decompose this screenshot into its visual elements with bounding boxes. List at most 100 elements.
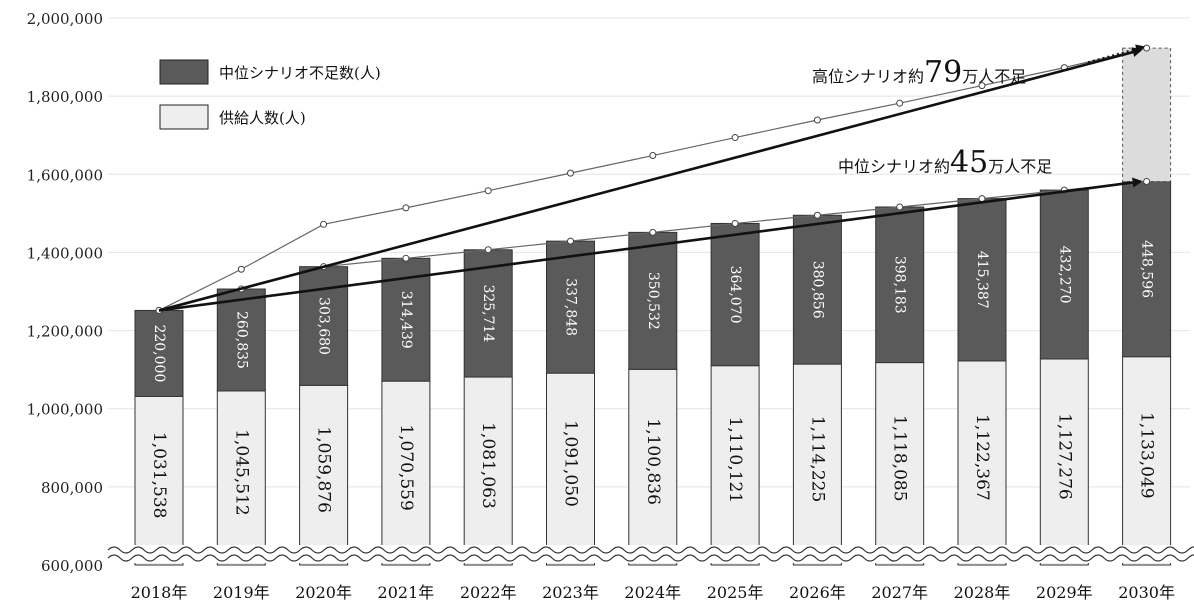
annotation-high-prefix: 高位シナリオ約: [812, 67, 924, 86]
gap-box: [1122, 47, 1172, 182]
bar-shortage: [628, 231, 678, 370]
high-scenario-point: [978, 82, 986, 90]
high-scenario-point: [731, 134, 739, 142]
bar-shortage: [381, 257, 431, 382]
mid-scenario-point: [484, 246, 492, 254]
bar-shortage-label: 303,680: [316, 297, 332, 355]
x-tick-label: 2020年: [295, 583, 352, 602]
axis-break-line-upper: [107, 546, 1194, 554]
bar-shortage: [792, 214, 842, 365]
y-axis: 600,000 800,000 1,000,000 1,200,000 1,400,00…: [27, 10, 103, 575]
bar-supply: [546, 372, 595, 566]
y-tick-label: 1,600,000: [27, 166, 103, 184]
x-tick-label: 2022年: [460, 583, 517, 602]
x-axis: 2018年 2019年 2020年 2021年 2022年 2023年 2024年 2025年…: [131, 583, 1175, 602]
bar-supply-label: 1,118,085: [890, 415, 910, 502]
bar-supply: [1122, 356, 1172, 566]
y-tick-label: 2,000,000: [27, 10, 103, 28]
bar-supply: [792, 363, 842, 566]
annotation-high: 高位シナリオ約79万人不足: [812, 55, 1026, 90]
bar-shortage: [216, 288, 266, 392]
mid-scenario-point: [1143, 177, 1151, 185]
bar-supply-label: 1,133,049: [1137, 412, 1157, 499]
bar-supply-label: 1,070,559: [396, 424, 416, 511]
bar-supply-label: 1,091,050: [561, 420, 581, 507]
annotation-mid-number: 45: [950, 145, 988, 180]
mid-scenario-point: [813, 211, 821, 219]
annotation-high-number: 79: [924, 55, 962, 90]
bar-shortage-label: 325,714: [480, 284, 496, 342]
y-tick-label: 1,200,000: [27, 323, 103, 341]
bar-shortage-label: 364,070: [727, 266, 743, 324]
y-tick-label: 1,800,000: [27, 88, 103, 106]
x-tick-label: 2029年: [1036, 583, 1093, 602]
x-tick-label: 2027年: [871, 583, 928, 602]
bar-shortage-label: 415,387: [974, 251, 990, 309]
bar-supply: [216, 390, 266, 566]
high-scenario-arrow: [158, 47, 1143, 312]
x-tick-label: 2019年: [213, 583, 270, 602]
bar-supply-label: 1,122,367: [972, 414, 992, 501]
bar-supply: [299, 384, 349, 566]
bar-shortage: [710, 222, 760, 367]
bar-shortage-label: 380,856: [809, 261, 825, 319]
bar-supply: [710, 365, 760, 566]
gap-region: [1122, 47, 1172, 182]
high-scenario-point: [484, 187, 492, 195]
high-scenario-point: [320, 220, 328, 228]
bar-supply: [1039, 358, 1089, 566]
legend-label-shortage: 中位シナリオ不足数(人): [219, 64, 381, 82]
bar-supply: [463, 376, 513, 566]
mid-scenario-point: [896, 203, 904, 211]
annotation-high-suffix: 万人不足: [962, 67, 1026, 86]
high-scenario-point: [402, 204, 410, 212]
mid-scenario-point: [649, 228, 657, 236]
mid-scenario-point: [567, 237, 574, 245]
high-scenario-point: [237, 265, 245, 273]
bar-shortage: [134, 309, 184, 397]
mid-scenario-arrow: [158, 177, 1143, 312]
x-tick-label: 2023年: [542, 583, 599, 602]
axis-break-line-lower: [107, 554, 1194, 562]
high-scenario-point: [896, 99, 904, 107]
x-tick-label: 2021年: [378, 583, 435, 602]
bar-shortage-label: 260,835: [233, 311, 249, 369]
high-scenario-point: [649, 152, 657, 160]
legend: 中位シナリオ不足数(人) 供給人数(人): [159, 59, 381, 130]
x-tick-label: 2028年: [954, 583, 1011, 602]
bar-supply-label: 1,031,538: [149, 432, 169, 519]
mid-scenario-point: [402, 254, 410, 262]
bar-shortage-label: 432,270: [1056, 246, 1072, 304]
bar-shortage-label: 398,183: [892, 256, 908, 314]
legend-swatch-shortage: [159, 59, 209, 85]
x-tick-label: 2024年: [624, 583, 681, 602]
axis-break-band: [108, 545, 1190, 563]
legend-swatch-supply: [159, 104, 209, 130]
bar-shortage: [1039, 189, 1089, 360]
high-scenario-point: [813, 116, 821, 124]
bar-shortage: [546, 240, 595, 374]
bar-supply: [381, 380, 431, 566]
mid-scenario-point: [731, 219, 739, 227]
bar-supply-label: 1,110,121: [725, 417, 745, 504]
bar-supply: [134, 395, 184, 566]
axis-break: [107, 545, 1194, 563]
x-tick-label: 2030年: [1118, 583, 1175, 602]
x-tick-label: 2025年: [707, 583, 764, 602]
bar-shortage-label: 448,596: [1139, 240, 1155, 298]
bar-supply-label: 1,081,063: [478, 422, 498, 509]
x-tick-label: 2026年: [789, 583, 846, 602]
legend-label-supply: 供給人数(人): [219, 109, 306, 127]
bar-shortage: [957, 198, 1007, 362]
y-tick-label: 1,000,000: [27, 401, 103, 419]
bar-supply-label: 1,127,276: [1054, 413, 1074, 500]
y-tick-label: 1,400,000: [27, 244, 103, 262]
bar-supply: [957, 360, 1007, 566]
high-scenario-point: [1143, 44, 1151, 52]
bar-supply-label: 1,059,876: [314, 426, 334, 513]
annotation-mid-prefix: 中位シナリオ約: [838, 157, 950, 176]
bar-shortage: [463, 249, 513, 378]
bars: 1,031,538 220,000 1,045,512 260,835 1,059,87…: [134, 180, 1172, 566]
bar-supply-label: 1,114,225: [807, 416, 827, 503]
